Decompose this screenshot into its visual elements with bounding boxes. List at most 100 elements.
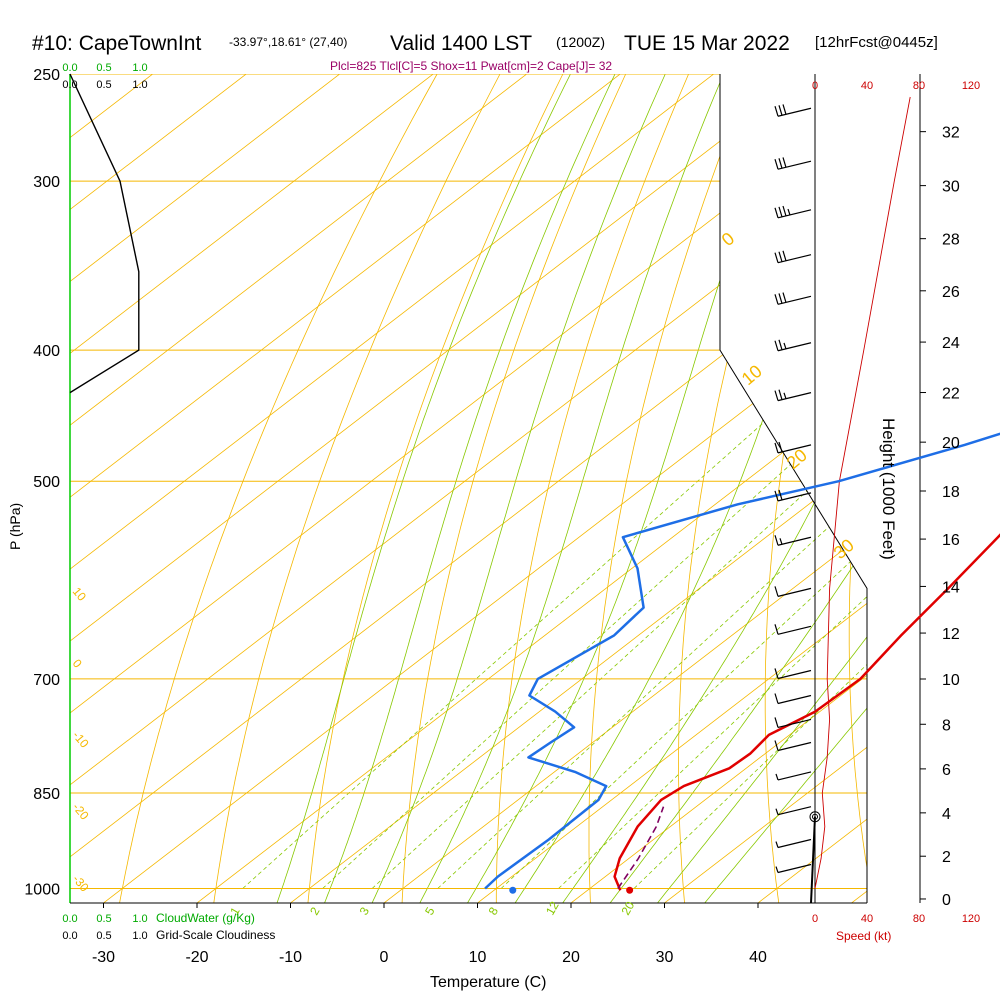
wind-barb (777, 838, 812, 849)
wind-barb (777, 160, 812, 170)
moist-adiabat (271, 74, 640, 903)
barb-half (775, 808, 779, 815)
height-tick-label: 8 (942, 717, 951, 734)
wind-barb (777, 741, 812, 752)
barb-half (783, 342, 787, 350)
station-title: #10: CapeTownInt (32, 32, 201, 55)
barb-half (779, 538, 783, 545)
x-tick-label: 40 (749, 949, 767, 966)
moist-adiabat (411, 74, 784, 903)
barb-flag (778, 389, 783, 400)
x-tick-label: 10 (469, 949, 487, 966)
wind-barb (777, 806, 812, 816)
isotherm-line (423, 74, 867, 903)
speed-tick-top: 120 (962, 80, 980, 92)
cloudiness-tick-top: 1.0 (132, 79, 147, 91)
barb-flag (778, 105, 783, 116)
moist-adiabat (598, 74, 867, 903)
dry-adiabat (401, 74, 691, 903)
x-tick-label: -10 (279, 949, 302, 966)
barb-flag (782, 292, 787, 303)
dry-adiabat (211, 74, 573, 903)
isotherm-line (70, 74, 511, 903)
cloudiness-tick-bottom: 0.0 (62, 930, 77, 942)
x-axis-title: Temperature (C) (430, 974, 546, 991)
moist-adiabat (318, 74, 682, 903)
wind-barb (777, 392, 812, 402)
plot-outline (69, 74, 921, 904)
y-axis-title: P (hPa) (7, 503, 23, 550)
mixing-ratio-line (558, 349, 867, 889)
height-tick-label: 2 (942, 849, 951, 866)
wind-barb (777, 669, 812, 680)
height-tick-label: 22 (942, 386, 960, 403)
barb-flag (778, 206, 783, 218)
pressure-tick-label: 850 (33, 786, 60, 803)
valid-date: TUE 15 Mar 2022 (624, 32, 790, 55)
stability-indices: Plcl=825 Tlcl[C]=5 Shox=11 Pwat[cm]=2 Ca… (330, 59, 612, 73)
cloudiness-tick-bottom: 0.5 (96, 930, 111, 942)
wind-barb (777, 444, 812, 454)
wind-barb (777, 107, 812, 117)
barb-flag (774, 586, 779, 597)
height-tick-label: 32 (942, 125, 960, 142)
isotherm-line (70, 74, 791, 903)
wind-barb (777, 587, 812, 597)
temperature-line (613, 533, 1000, 891)
barb-flag (774, 490, 779, 502)
x-tick-label: 0 (380, 949, 389, 966)
wind-barb (777, 863, 812, 874)
height-tick-label: 10 (942, 672, 960, 689)
height-tick-label: 6 (942, 762, 951, 779)
zulu-time: (1200Z) (556, 34, 605, 50)
moist-adiabat (505, 74, 867, 903)
wind-barb (777, 625, 812, 635)
isotherm-line (70, 74, 867, 903)
barb-flag (774, 294, 779, 305)
barb-flag (782, 157, 787, 168)
dry-adiabat (495, 74, 750, 903)
barb-flag (774, 740, 779, 751)
mixing-ratio-line (500, 349, 867, 889)
isotherm-line (610, 74, 867, 903)
surface-dewpoint-dot (509, 886, 517, 894)
height-tick-label: 18 (942, 484, 960, 501)
barb-flag (778, 293, 783, 304)
x-tick-label: 30 (656, 949, 674, 966)
barb-flag (774, 668, 779, 679)
dry-adiabat (848, 74, 867, 903)
barb-flag (778, 339, 783, 351)
barb-flag (774, 442, 779, 454)
cloudiness-title: Grid-Scale Cloudiness (156, 928, 275, 942)
mixing-ratio-line (242, 349, 846, 889)
speed-tick-top: 80 (913, 80, 925, 92)
valid-time: Valid 1400 LST (390, 32, 532, 55)
height-tick-label: 30 (942, 179, 960, 196)
barb-flag (782, 104, 787, 115)
height-tick-label: 26 (942, 284, 960, 301)
x-tick-label: -20 (185, 949, 208, 966)
barb-flag (774, 340, 779, 351)
barb-flag (774, 693, 779, 704)
barb-flag (774, 159, 779, 170)
cloudiness-tick-top: 0.0 (62, 79, 77, 91)
speed-tick-bottom: 80 (913, 913, 925, 925)
isotherm-line (703, 74, 867, 903)
height-tick-label: 24 (942, 335, 960, 352)
isotherm-line (70, 74, 604, 903)
isotherm-label: 10 (70, 584, 90, 603)
station-coords: -33.97°,18.61° (27,40) (229, 35, 347, 49)
height-tick-label: 0 (942, 892, 951, 909)
cloudwater-tick-top: 0.5 (96, 62, 111, 74)
dewpoint-line (484, 432, 1000, 890)
pressure-tick-label: 700 (33, 672, 60, 689)
speed-tick-bottom: 0 (812, 913, 818, 925)
pressure-tick-label: 300 (33, 174, 60, 191)
adiabat-label: 0 (718, 228, 739, 250)
isotherm-line (236, 74, 867, 903)
wind-barb (777, 718, 812, 729)
dry-adiabat (116, 74, 514, 903)
height-tick-label: 12 (942, 626, 960, 643)
